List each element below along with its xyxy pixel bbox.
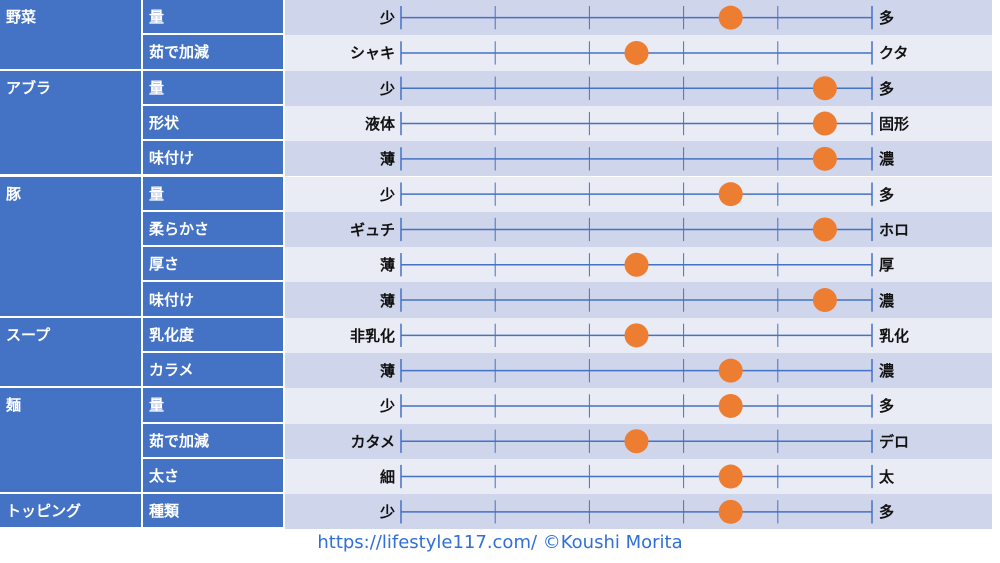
- category-label: 豚: [0, 176, 141, 318]
- category-label: アブラ: [0, 70, 141, 177]
- category-label: 麺: [0, 388, 141, 495]
- high-end-label: 多: [879, 503, 895, 522]
- rating-chart: 野菜量少多茹で加減 シャキ クタ アブラ量少多形状 液体 固形 味付け薄濃豚量少多柔らかさギ…: [0, 0, 992, 532]
- category-label: スープ: [0, 317, 141, 389]
- attribute-label: 形状: [143, 105, 283, 142]
- low-end-label: 少: [379, 79, 395, 98]
- high-end-label: 厚: [879, 256, 895, 275]
- marks-layer: [400, 5, 873, 524]
- row-band: [285, 105, 992, 144]
- low-end-label: シャキ: [349, 44, 395, 63]
- high-end-label: 多: [879, 185, 895, 204]
- high-end-label: 多: [879, 9, 895, 28]
- attribute-label: 量: [143, 176, 283, 212]
- row-band: [285, 70, 992, 108]
- rating-marker: [718, 5, 743, 30]
- high-end-label: 濃: [879, 362, 895, 381]
- footer-credit[interactable]: https://lifestyle117.com/ ©Koushi Morita: [317, 532, 683, 553]
- high-end-label: 多: [879, 79, 895, 98]
- rating-marker: [624, 252, 649, 277]
- row-band: [285, 176, 992, 214]
- attribute-label: 味付け: [143, 282, 283, 318]
- attribute-label: 量: [143, 0, 283, 36]
- low-end-label: ギュチ: [349, 220, 395, 239]
- rating-marker: [718, 464, 743, 489]
- low-end-label: 少: [379, 503, 395, 522]
- category-label: トッピング: [0, 494, 141, 530]
- rating-marker: [624, 323, 649, 348]
- attribute-label: カラメ: [143, 353, 283, 389]
- low-end-label: 薄: [379, 256, 395, 275]
- low-end-label: カタメ: [350, 432, 395, 451]
- attribute-label: 種類: [143, 494, 283, 530]
- rating-marker: [812, 288, 837, 313]
- rating-marker: [812, 146, 837, 171]
- rating-marker: [718, 393, 743, 418]
- row-band: [285, 494, 992, 532]
- low-end-label: 薄: [379, 291, 395, 310]
- attribute-label: 量: [143, 388, 283, 424]
- low-end-label: 少: [379, 397, 395, 416]
- high-end-label: ホロ: [879, 220, 910, 239]
- high-end-label: 太: [879, 468, 895, 487]
- low-end-label: 液体: [364, 115, 395, 134]
- attribute-label: 茹で加減: [143, 423, 283, 459]
- attribute-label: 厚さ: [143, 247, 283, 283]
- rating-marker: [624, 40, 649, 65]
- rating-marker: [812, 111, 837, 136]
- attribute-label: 太さ: [143, 458, 283, 495]
- high-end-label: クタ: [879, 44, 909, 63]
- low-end-label: 非乳化: [349, 326, 395, 345]
- attribute-label: 味付け: [143, 141, 283, 177]
- attribute-label: 乳化度: [143, 317, 283, 353]
- high-end-label: 多: [879, 397, 895, 416]
- high-end-label: 濃: [879, 291, 895, 310]
- rating-marker: [812, 76, 837, 101]
- rating-marker: [718, 499, 743, 524]
- low-end-label: 少: [379, 185, 395, 204]
- high-end-label: 固形: [879, 115, 910, 134]
- attribute-label: 柔らかさ: [143, 211, 283, 248]
- low-end-label: 細: [379, 468, 395, 487]
- row-band: [285, 282, 992, 320]
- high-end-label: 乳化: [879, 326, 910, 345]
- high-end-label: デロ: [879, 432, 910, 451]
- low-end-label: 薄: [379, 362, 395, 381]
- rating-marker: [812, 217, 837, 242]
- attribute-label: 量: [143, 70, 283, 106]
- rating-marker: [718, 182, 743, 207]
- rating-marker: [718, 358, 743, 383]
- low-end-label: 少: [379, 9, 395, 28]
- high-end-label: 濃: [879, 150, 895, 169]
- category-label: 野菜: [0, 0, 141, 71]
- attribute-label: 茹で加減: [143, 35, 283, 71]
- low-end-label: 薄: [379, 150, 395, 169]
- rating-marker: [624, 429, 649, 454]
